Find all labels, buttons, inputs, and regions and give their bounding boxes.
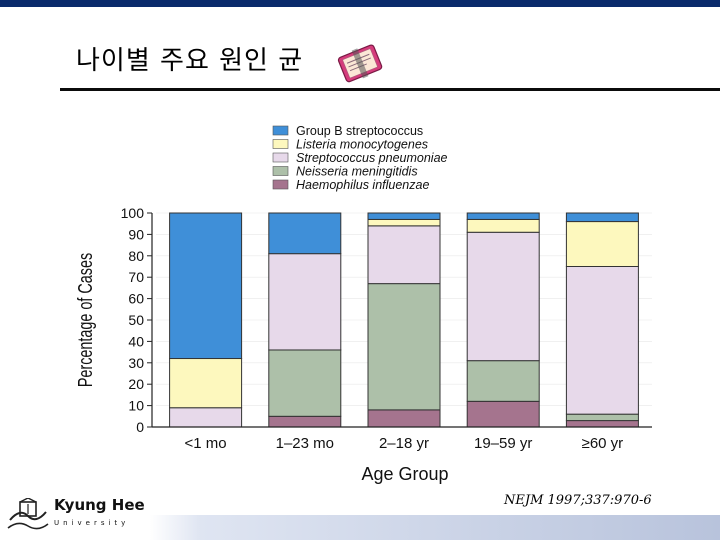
- legend-label-neisseria: Neisseria meningitidis: [296, 165, 418, 179]
- legend-swatch-listeria: [272, 139, 289, 149]
- bar-segment-haemophilus: [268, 415, 342, 428]
- bar-segment-neisseria: [466, 360, 540, 402]
- bar-segment-listeria: [367, 218, 441, 227]
- legend-label-strep: Streptococcus pneumoniae: [296, 151, 448, 165]
- bar-segment-strep: [367, 225, 441, 285]
- bar-segment-listeria: [565, 221, 639, 267]
- top-bar: [0, 0, 720, 7]
- bar-segment-group_b: [169, 212, 243, 360]
- planner-icon: [337, 44, 383, 83]
- x-axis-label: Age Group: [361, 464, 448, 484]
- bar-segment-group_b: [565, 212, 639, 223]
- legend-swatch-group_b: [272, 125, 289, 136]
- logo-subtitle: University: [54, 519, 130, 527]
- logo-name: Kyung Hee: [54, 496, 145, 514]
- y-tick-label: 50: [128, 312, 144, 328]
- x-tick-label: <1 mo: [185, 435, 227, 452]
- bar-segment-group_b: [268, 212, 342, 255]
- y-tick-label: 0: [136, 419, 144, 435]
- bar-segment-neisseria: [565, 413, 639, 422]
- slide-title: 나이별 주요 원인 균: [76, 46, 304, 76]
- chart-bars: <1 mo 1–23 mo 2–18 yr 19–59 yr ≥60 yr: [169, 212, 639, 452]
- x-tick-label: ≥60 yr: [582, 435, 624, 452]
- x-tick-label: 2–18 yr: [379, 435, 429, 452]
- footer-band: [0, 515, 720, 540]
- y-tick-label: 30: [128, 355, 144, 371]
- y-tick-label: 100: [121, 205, 145, 221]
- bar-segment-strep: [466, 231, 540, 362]
- legend-swatch-strep: [272, 152, 289, 163]
- y-axis-label: Percentage of Cases: [74, 253, 97, 388]
- bar-segment-strep: [268, 253, 342, 351]
- university-logo: Kyung Hee University: [6, 496, 146, 536]
- bar-segment-haemophilus: [565, 420, 639, 428]
- y-tick-label: 10: [128, 398, 144, 414]
- title-underline: [60, 88, 720, 91]
- legend-label-group_b: Group B streptococcus: [296, 124, 423, 138]
- bar-segment-listeria: [466, 218, 540, 233]
- legend-swatch-neisseria: [272, 166, 289, 176]
- bar-segment-neisseria: [268, 349, 342, 417]
- bar-segment-group_b: [367, 212, 441, 220]
- y-tick-label: 70: [128, 269, 144, 285]
- y-tick-label: 40: [128, 333, 144, 349]
- legend-label-haemophilus: Haemophilus influenzae: [296, 178, 429, 192]
- university-emblem-icon: [7, 498, 49, 530]
- y-tick-label: 90: [128, 226, 144, 242]
- bar-segment-strep: [565, 266, 639, 415]
- x-tick-label: 1–23 mo: [276, 435, 334, 452]
- legend-label-listeria: Listeria monocytogenes: [296, 138, 428, 152]
- legend-swatch-haemophilus: [272, 179, 289, 190]
- y-tick-label: 20: [128, 376, 144, 392]
- citation: NEJM 1997;337:970-6: [504, 493, 652, 508]
- x-tick-label: 19–59 yr: [474, 435, 532, 452]
- bar-segment-haemophilus: [367, 409, 441, 428]
- bar-segment-group_b: [466, 212, 540, 220]
- y-tick-label: 80: [128, 248, 144, 264]
- bar-segment-neisseria: [367, 283, 441, 411]
- chart-axes: 0 10 20 30 40 50 60 70 80 90 100: [121, 205, 652, 435]
- bar-segment-strep: [169, 407, 243, 428]
- y-tick-label: 60: [128, 291, 144, 307]
- bar-segment-haemophilus: [466, 400, 540, 428]
- bar-segment-listeria: [169, 358, 243, 409]
